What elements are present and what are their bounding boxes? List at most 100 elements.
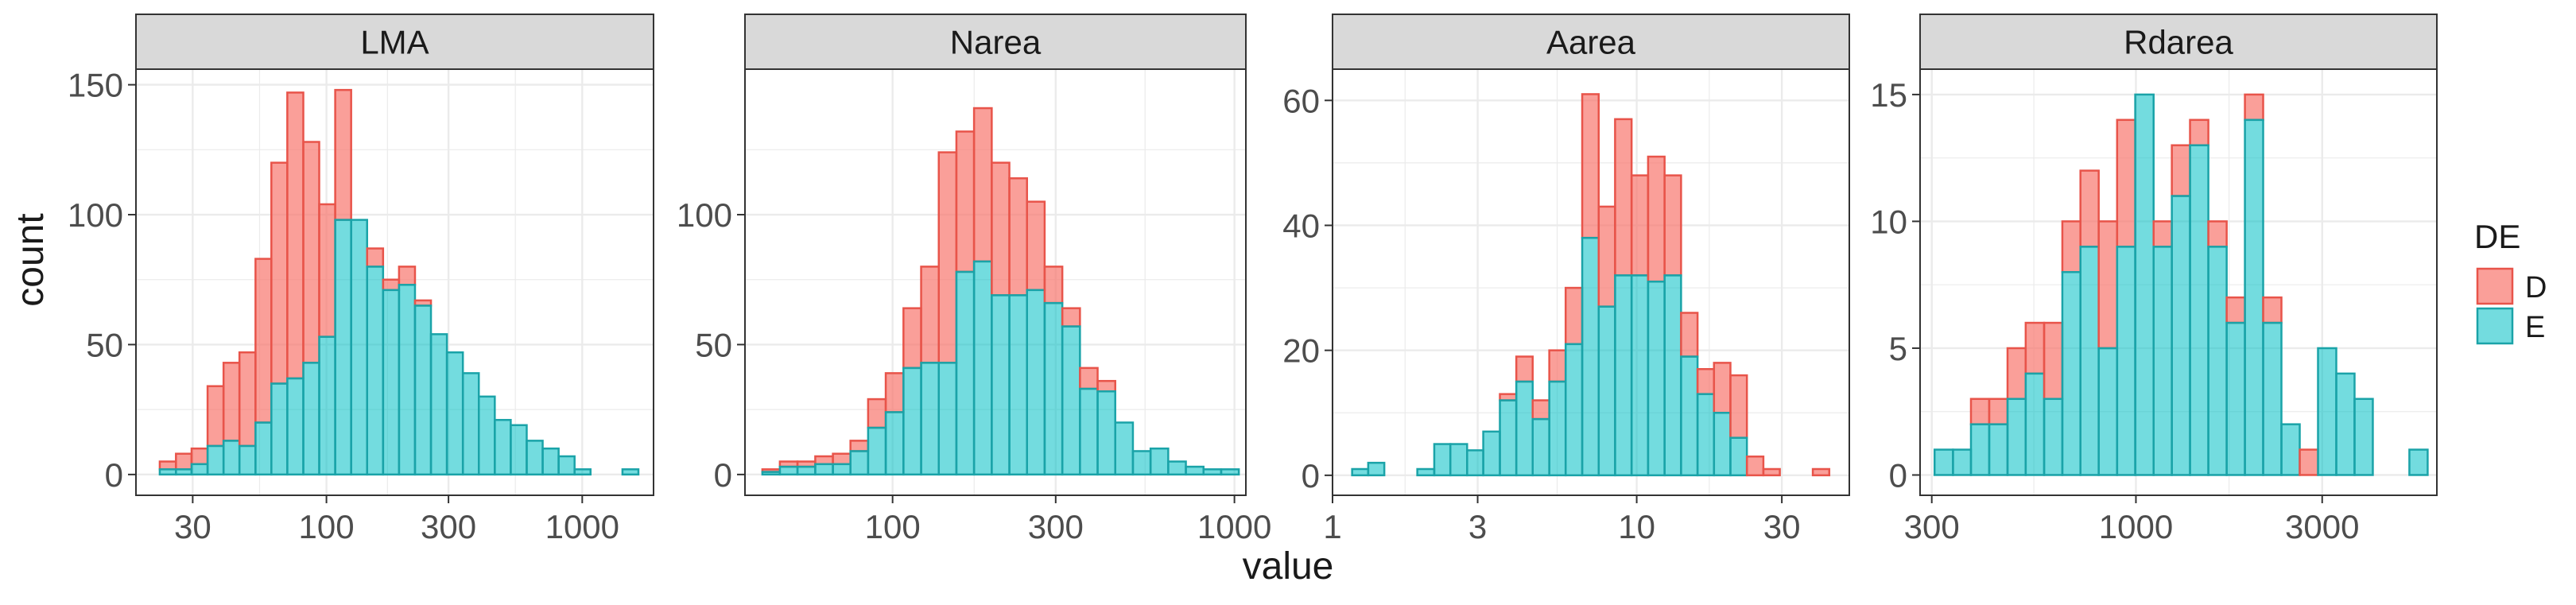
bar-D <box>1663 174 1682 277</box>
bar-E <box>2262 321 2283 476</box>
bar-E <box>1149 447 1170 476</box>
facet-strip-label: Rdarea <box>2124 24 2233 61</box>
bar-E <box>461 372 480 476</box>
bar-E <box>1185 465 1205 476</box>
bar-E <box>429 333 448 476</box>
bar-E <box>1416 467 1436 477</box>
bar-E <box>1367 461 1386 477</box>
bar-D <box>1061 307 1081 328</box>
bar-E <box>937 362 958 476</box>
bar-D <box>1515 355 1534 383</box>
bar-E <box>1043 301 1064 476</box>
bar-E <box>1008 294 1028 476</box>
facet-strip-label: Narea <box>950 24 1042 61</box>
bar-E <box>920 362 941 476</box>
bar-D <box>814 455 834 466</box>
bar-E <box>902 366 922 476</box>
bar-D <box>991 161 1011 297</box>
bar-E <box>2079 246 2100 476</box>
bar-E <box>2171 195 2191 476</box>
bar-E <box>1220 468 1240 476</box>
bar-D <box>382 278 401 292</box>
bar-D <box>286 91 305 380</box>
bar-E <box>2408 448 2429 476</box>
bar-E <box>398 284 417 476</box>
bar-D <box>1548 349 1567 383</box>
bar-E <box>2024 372 2046 476</box>
bar-D <box>2079 169 2100 248</box>
bar-E <box>1061 325 1081 476</box>
x-axis-title: value <box>1243 545 1334 588</box>
bar-E <box>1713 412 1732 477</box>
bar-D <box>1713 362 1732 414</box>
bar-E <box>1564 343 1584 477</box>
bar-E <box>1630 274 1650 477</box>
bar-D <box>884 372 905 413</box>
bar-D <box>2024 321 2046 375</box>
bar-E <box>991 294 1011 476</box>
y-tick-label: 50 <box>86 326 123 363</box>
bar-D <box>2061 220 2081 273</box>
bar-D <box>1745 456 1765 477</box>
bar-E <box>2244 118 2264 476</box>
bar-E <box>334 219 352 476</box>
bar-D <box>254 258 273 424</box>
bar-D <box>902 307 922 370</box>
bar-D <box>920 266 941 364</box>
bar-E <box>1696 393 1716 477</box>
bar-E <box>1131 450 1152 476</box>
legend-title: DE <box>2474 218 2520 255</box>
bar-D <box>1564 286 1584 346</box>
bar-E <box>2061 270 2081 476</box>
bar-D <box>270 161 289 385</box>
bar-E <box>2043 398 2064 476</box>
y-tick-label: 20 <box>1282 332 1320 370</box>
bar-E <box>573 468 592 476</box>
bar-E <box>413 304 433 476</box>
bar-D <box>190 447 209 466</box>
bar-D <box>1531 399 1550 421</box>
facet-panel-lma: LMA 0 50 100 150 30 100 300 1000 <box>68 14 654 545</box>
bar-D <box>222 362 241 442</box>
bar-E <box>541 447 560 476</box>
x-tick-label: 100 <box>865 508 921 545</box>
bar-E <box>1933 448 1954 476</box>
bar-D <box>972 107 993 263</box>
bar-E <box>1351 467 1370 477</box>
bar-E <box>1647 280 1666 477</box>
y-tick-label: 5 <box>1889 330 1907 367</box>
bar-E <box>478 395 496 476</box>
bar-E <box>955 270 976 476</box>
bar-E <box>1114 421 1135 476</box>
bar-E <box>2134 93 2155 476</box>
bar-E <box>2207 246 2228 476</box>
x-tick-label: 30 <box>174 508 211 545</box>
bar-E <box>1167 460 1187 476</box>
bar-D <box>2116 118 2136 248</box>
bar-E <box>621 468 640 476</box>
bar-E <box>1969 423 1991 476</box>
y-tick-label: 100 <box>68 196 123 234</box>
facet-panel-rdarea: Rdarea 0 5 10 15 300 1000 3000 <box>1870 14 2438 545</box>
y-tick-label: 0 <box>1889 456 1907 494</box>
bar-E <box>2225 321 2246 476</box>
bar-D <box>366 247 385 268</box>
y-tick-label: 60 <box>1282 82 1320 119</box>
bar-E <box>238 444 257 476</box>
bar-D <box>2043 321 2064 401</box>
facet-strip-label: LMA <box>360 24 429 61</box>
bar-E <box>526 440 544 476</box>
bar-E <box>1663 274 1682 477</box>
bar-D <box>2262 296 2283 324</box>
bar-E <box>1952 448 1973 476</box>
bar-E <box>1988 423 2009 476</box>
x-tick-label: 300 <box>1028 508 1084 545</box>
y-tick-label: 10 <box>1870 203 1907 240</box>
bar-E <box>2097 347 2119 476</box>
bar-E <box>494 418 512 476</box>
y-tick-label: 40 <box>1282 207 1320 244</box>
bar-E <box>796 465 817 476</box>
bar-E <box>778 465 799 476</box>
